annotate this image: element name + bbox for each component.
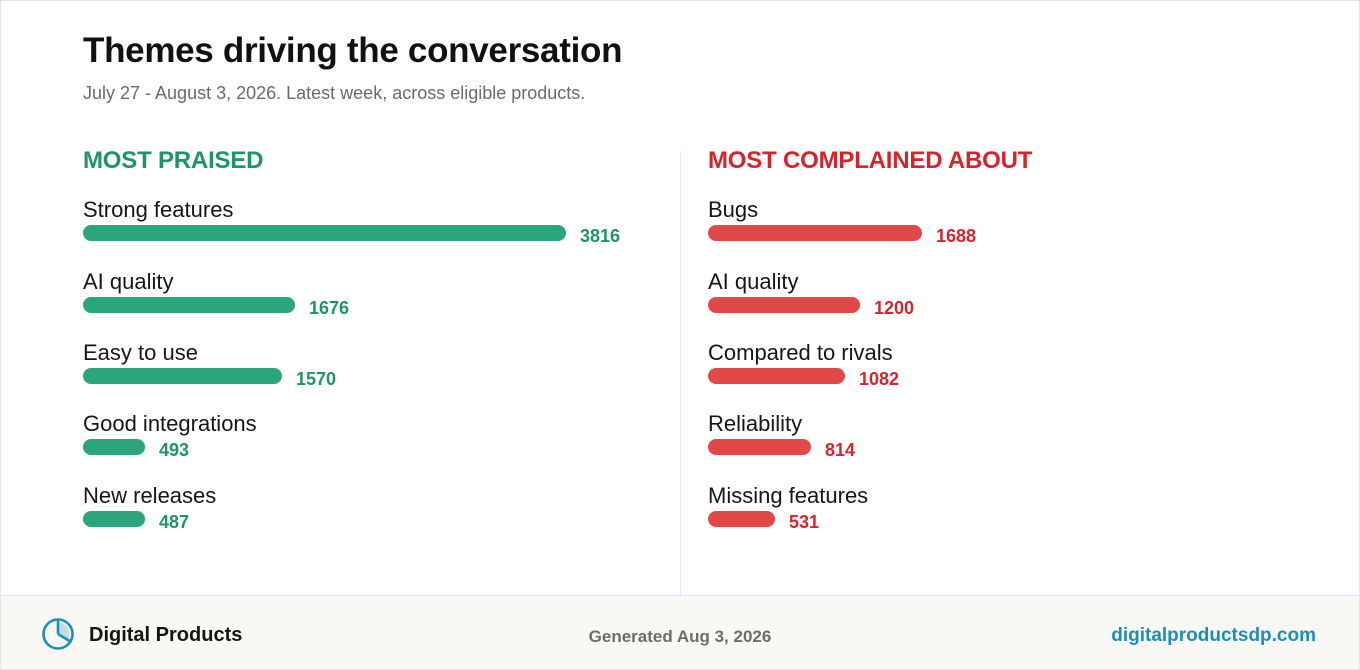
- bar-value-label: 531: [789, 512, 820, 532]
- complained-row: Bugs 1688: [708, 197, 1308, 263]
- bar-value-label: 814: [825, 440, 856, 460]
- praised-row: AI quality 1676: [83, 269, 683, 335]
- bar-label: Reliability: [708, 411, 803, 436]
- complained-row: Missing features 531: [708, 483, 1308, 549]
- bar-label: Bugs: [708, 197, 759, 222]
- generated-date: Generated Aug 3, 2026: [588, 627, 772, 646]
- bar: [708, 297, 860, 313]
- praised-row: Easy to use 1570: [83, 340, 683, 406]
- bar-value-label: 1082: [859, 369, 900, 389]
- bar: [83, 368, 282, 384]
- bar: [83, 439, 145, 455]
- bar-value-label: 3816: [580, 226, 621, 246]
- bar-label: Strong features: [83, 197, 234, 222]
- bar-value-label: 1676: [309, 298, 350, 318]
- praised-row: Strong features 3816: [83, 197, 683, 263]
- bar-label: New releases: [83, 483, 217, 508]
- complained-row: AI quality 1200: [708, 269, 1308, 335]
- column-divider: [680, 151, 681, 595]
- bar: [708, 225, 922, 241]
- bar-label: Easy to use: [83, 340, 198, 365]
- bar-value-label: 487: [159, 512, 190, 532]
- bar-value-label: 1570: [296, 369, 337, 389]
- bar: [708, 439, 811, 455]
- bar: [83, 511, 145, 527]
- footer: Digital Products Generated Aug 3, 2026 d…: [1, 595, 1359, 669]
- page-title: Themes driving the conversation: [83, 31, 623, 70]
- bar: [83, 225, 566, 241]
- bar-label: Missing features: [708, 483, 869, 508]
- bar-label: Good integrations: [83, 411, 257, 436]
- most-praised-heading: MOST PRAISED: [83, 147, 264, 174]
- brand-name: Digital Products: [89, 624, 243, 646]
- complained-row: Reliability 814: [708, 411, 1308, 477]
- pie-chart-icon: [42, 618, 74, 650]
- praised-row: Good integrations 493: [83, 411, 683, 477]
- bar: [708, 368, 845, 384]
- most-praised-panel: MOST PRAISED Strong features 3816 AI quali…: [83, 1, 683, 595]
- page-subtitle: July 27 - August 3, 2026. Latest week, a…: [83, 83, 586, 103]
- complained-row: Compared to rivals 1082: [708, 340, 1308, 406]
- most-complained-panel: MOST COMPLAINED ABOUT Bugs 1688 AI quality…: [708, 1, 1308, 595]
- bar-label: AI quality: [708, 269, 799, 294]
- bar-label: Compared to rivals: [708, 340, 893, 365]
- bar-value-label: 493: [159, 440, 190, 460]
- bar: [708, 511, 775, 527]
- praised-row: New releases 487: [83, 483, 683, 549]
- bar-value-label: 1688: [936, 226, 977, 246]
- bar: [83, 297, 295, 313]
- most-complained-heading: MOST COMPLAINED ABOUT: [708, 147, 1033, 174]
- bar-label: AI quality: [83, 269, 174, 294]
- site-link[interactable]: digitalproductsdp.com: [1111, 625, 1316, 646]
- bar-value-label: 1200: [874, 298, 915, 318]
